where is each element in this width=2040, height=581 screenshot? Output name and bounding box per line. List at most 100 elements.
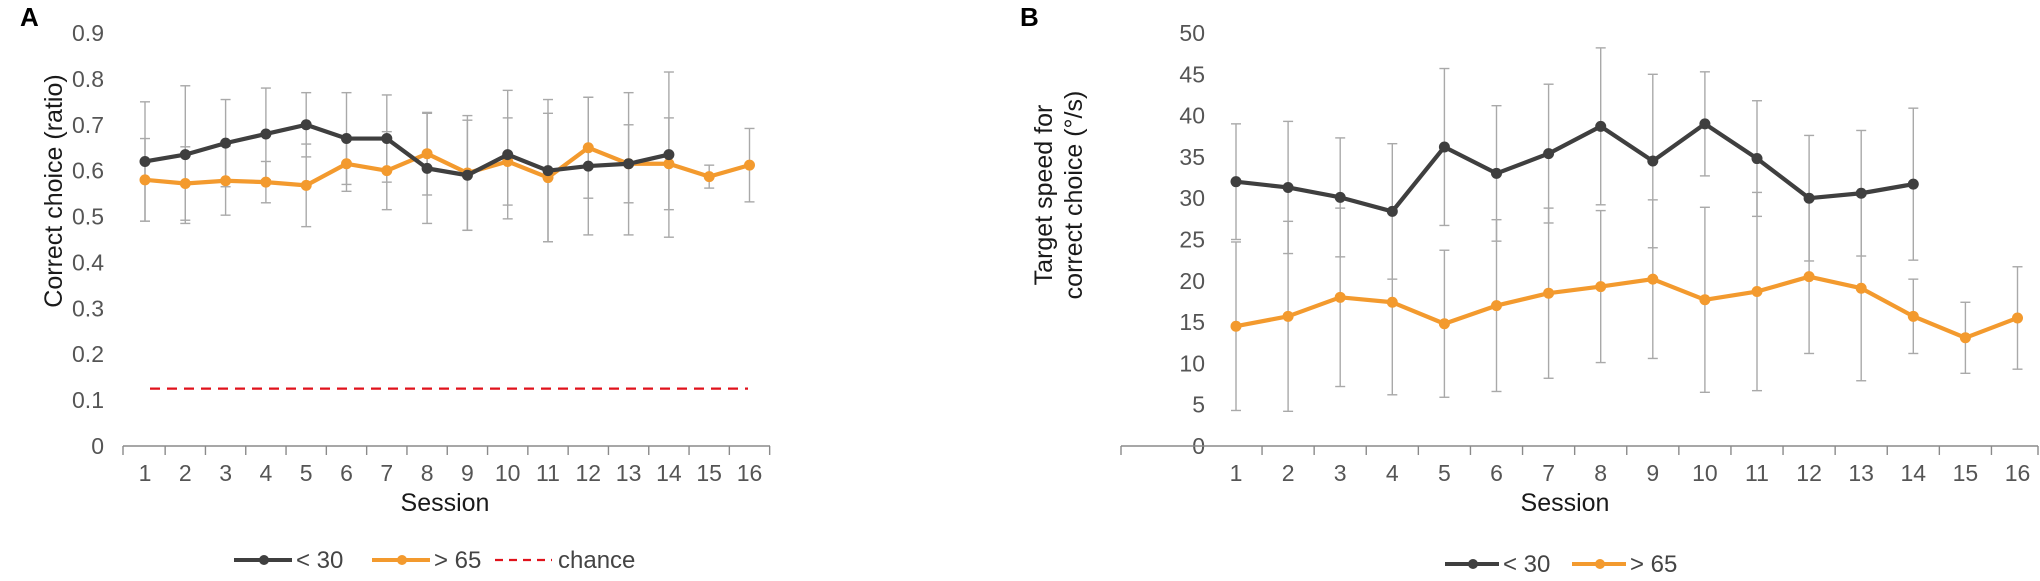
panel-b-y-tick-label: 20: [1179, 268, 1205, 294]
panel-a-series-young-point: [381, 133, 393, 145]
panel-b-x-tick-label: 2: [1282, 460, 1295, 486]
panel-b-chart: B Target speed for correct choice (°/s) …: [1020, 2, 2039, 578]
panel-a-series-old-point: [582, 142, 594, 154]
panel-b-series-young-point: [1803, 192, 1815, 204]
panel-a-series-young-point: [542, 165, 554, 177]
panel-b-x-tick-label: 1: [1230, 460, 1243, 486]
panel-b-series-old-point: [1855, 282, 1867, 294]
panel-a-series-young-point: [139, 155, 151, 167]
panel-b-label: B: [1020, 2, 1039, 32]
panel-b-series-young-point: [1282, 181, 1294, 193]
panel-b-series-old-point: [1230, 320, 1242, 332]
panel-b-x-tick-label: 10: [1692, 460, 1718, 486]
panel-b-series-young-point: [1751, 153, 1763, 165]
panel-a-x-tick-label: 5: [300, 460, 313, 486]
panel-b-series-old-point: [2012, 312, 2023, 324]
panel-a-y-tick-label: 0.2: [72, 341, 104, 367]
panel-a-label: A: [20, 2, 39, 32]
panel-a-y-tick-label: 0.1: [72, 387, 104, 413]
panel-b-x-tick-label: 4: [1386, 460, 1399, 486]
panel-b-series-young-point: [1491, 167, 1502, 179]
panel-a-series-young-point: [300, 119, 312, 131]
legend-a-chance-label: chance: [558, 547, 635, 574]
panel-a-x-tick-label: 8: [421, 460, 434, 486]
panel-a-series-old-point: [421, 148, 433, 160]
panel-b-x-tick-label: 14: [1901, 460, 1927, 486]
panel-b-series-young-point: [1543, 148, 1555, 160]
panel-b-y-tick-label: 10: [1179, 350, 1205, 376]
panel-a-y-tick-label: 0.8: [72, 66, 104, 92]
panel-b-y-tick-label: 45: [1179, 61, 1205, 87]
panel-a-x-tick-label: 1: [139, 460, 152, 486]
legend-a-chance: chance: [495, 547, 635, 574]
panel-a-series-young-point: [220, 137, 232, 149]
panel-b-x-ticks: 1 2 3 4 5 6 7 8 9 10 11 12 13 14 15 16: [1120, 446, 2039, 486]
panel-a-series-old-errorbars: [140, 96, 755, 243]
panel-b-series-young-point: [1230, 176, 1242, 188]
panel-a-x-tick-label: 7: [380, 460, 393, 486]
panel-b-y-tick-label: 50: [1179, 20, 1205, 46]
panel-b-series-young-point: [1855, 187, 1867, 199]
panel-b-series-young-point: [1595, 120, 1607, 132]
panel-b-series-young-point: [1386, 205, 1398, 217]
panel-b-y-tick-label: 5: [1192, 392, 1205, 418]
panel-b-x-tick-label: 13: [1848, 460, 1874, 486]
panel-b-series-old-point: [1803, 271, 1815, 283]
panel-a-series-old-line: [144, 145, 751, 188]
panel-b-series-young-point: [1907, 178, 1919, 190]
panel-b-series-old-point: [1595, 281, 1607, 293]
panel-b-plot-area: [1230, 47, 2023, 413]
panel-b-series-old-point: [1334, 291, 1346, 303]
panel-b-x-tick-label: 6: [1490, 460, 1503, 486]
panel-a-series-young-point: [179, 149, 191, 161]
panel-a-series-old-point: [381, 165, 393, 177]
legend-b-young: < 30: [1445, 551, 1550, 578]
panel-a-x-tick-label: 11: [536, 460, 560, 486]
panel-a-series-old-point: [260, 176, 272, 188]
legend-b-young-marker: [1468, 559, 1478, 569]
panel-a-x-ticks: 1 2 3 4 5 6 7 8 9 10 11 12 13 14 15 16: [122, 446, 771, 486]
panel-b-x-tick-label: 3: [1334, 460, 1347, 486]
panel-b-x-tick-label: 11: [1745, 460, 1769, 486]
panel-b-series-young-line: [1235, 121, 1914, 214]
panel-b-series-old-point: [1543, 287, 1555, 299]
panel-a-series-young-point: [260, 128, 272, 140]
panel-a-y-tick-label: 0: [91, 433, 104, 459]
legend-b-old-label: > 65: [1630, 551, 1677, 578]
panel-a-x-tick-label: 9: [461, 460, 474, 486]
panel-a-series-old-point: [663, 158, 675, 170]
panel-b-y-axis-title-line2: correct choice (°/s): [1060, 91, 1088, 300]
panel-b-series-young-errorbars: [1231, 47, 1919, 280]
panel-a-series-old-point: [179, 178, 191, 190]
panel-b-y-tick-label: 25: [1179, 227, 1205, 253]
legend-a-young: < 30: [234, 547, 343, 574]
panel-b-series-young-point: [1647, 155, 1659, 167]
panel-b-series-old-point: [1491, 300, 1502, 312]
panel-b-series-old-point: [1438, 318, 1450, 330]
panel-b-series-old-line: [1235, 274, 2019, 340]
panel-a-plot-area: [139, 71, 755, 243]
panel-b-series-old-point: [1699, 294, 1711, 306]
panel-a-series-young-point: [502, 149, 514, 161]
panel-a-x-tick-label: 10: [495, 460, 521, 486]
panel-b-x-axis-title: Session: [1521, 489, 1610, 517]
panel-b-y-tick-label: 15: [1179, 309, 1205, 335]
panel-a-series-old-point: [744, 159, 755, 171]
panel-a-x-tick-label: 4: [260, 460, 273, 486]
panel-a-series-young-point: [341, 133, 352, 145]
panel-b-series-old-errorbars: [1231, 191, 2023, 413]
panel-b-x-tick-label: 8: [1594, 460, 1607, 486]
panel-b-x-tick-label: 9: [1646, 460, 1659, 486]
panel-a-series-young-point: [461, 169, 473, 181]
panel-a-x-axis-title: Session: [401, 489, 490, 517]
panel-a-series-young-point: [421, 162, 433, 174]
panel-a-series-old-point: [341, 158, 352, 170]
panel-a-series-young-point: [582, 160, 594, 172]
legend-a-old-label: > 65: [434, 547, 481, 574]
panel-b-series-old-point: [1959, 332, 1971, 344]
panel-a-series-old-point: [139, 174, 151, 186]
panel-b-x-tick-label: 12: [1796, 460, 1822, 486]
panel-a-x-tick-label: 16: [737, 460, 763, 486]
panel-a-series-old-point: [220, 175, 232, 187]
legend-a-young-label: < 30: [296, 547, 343, 574]
